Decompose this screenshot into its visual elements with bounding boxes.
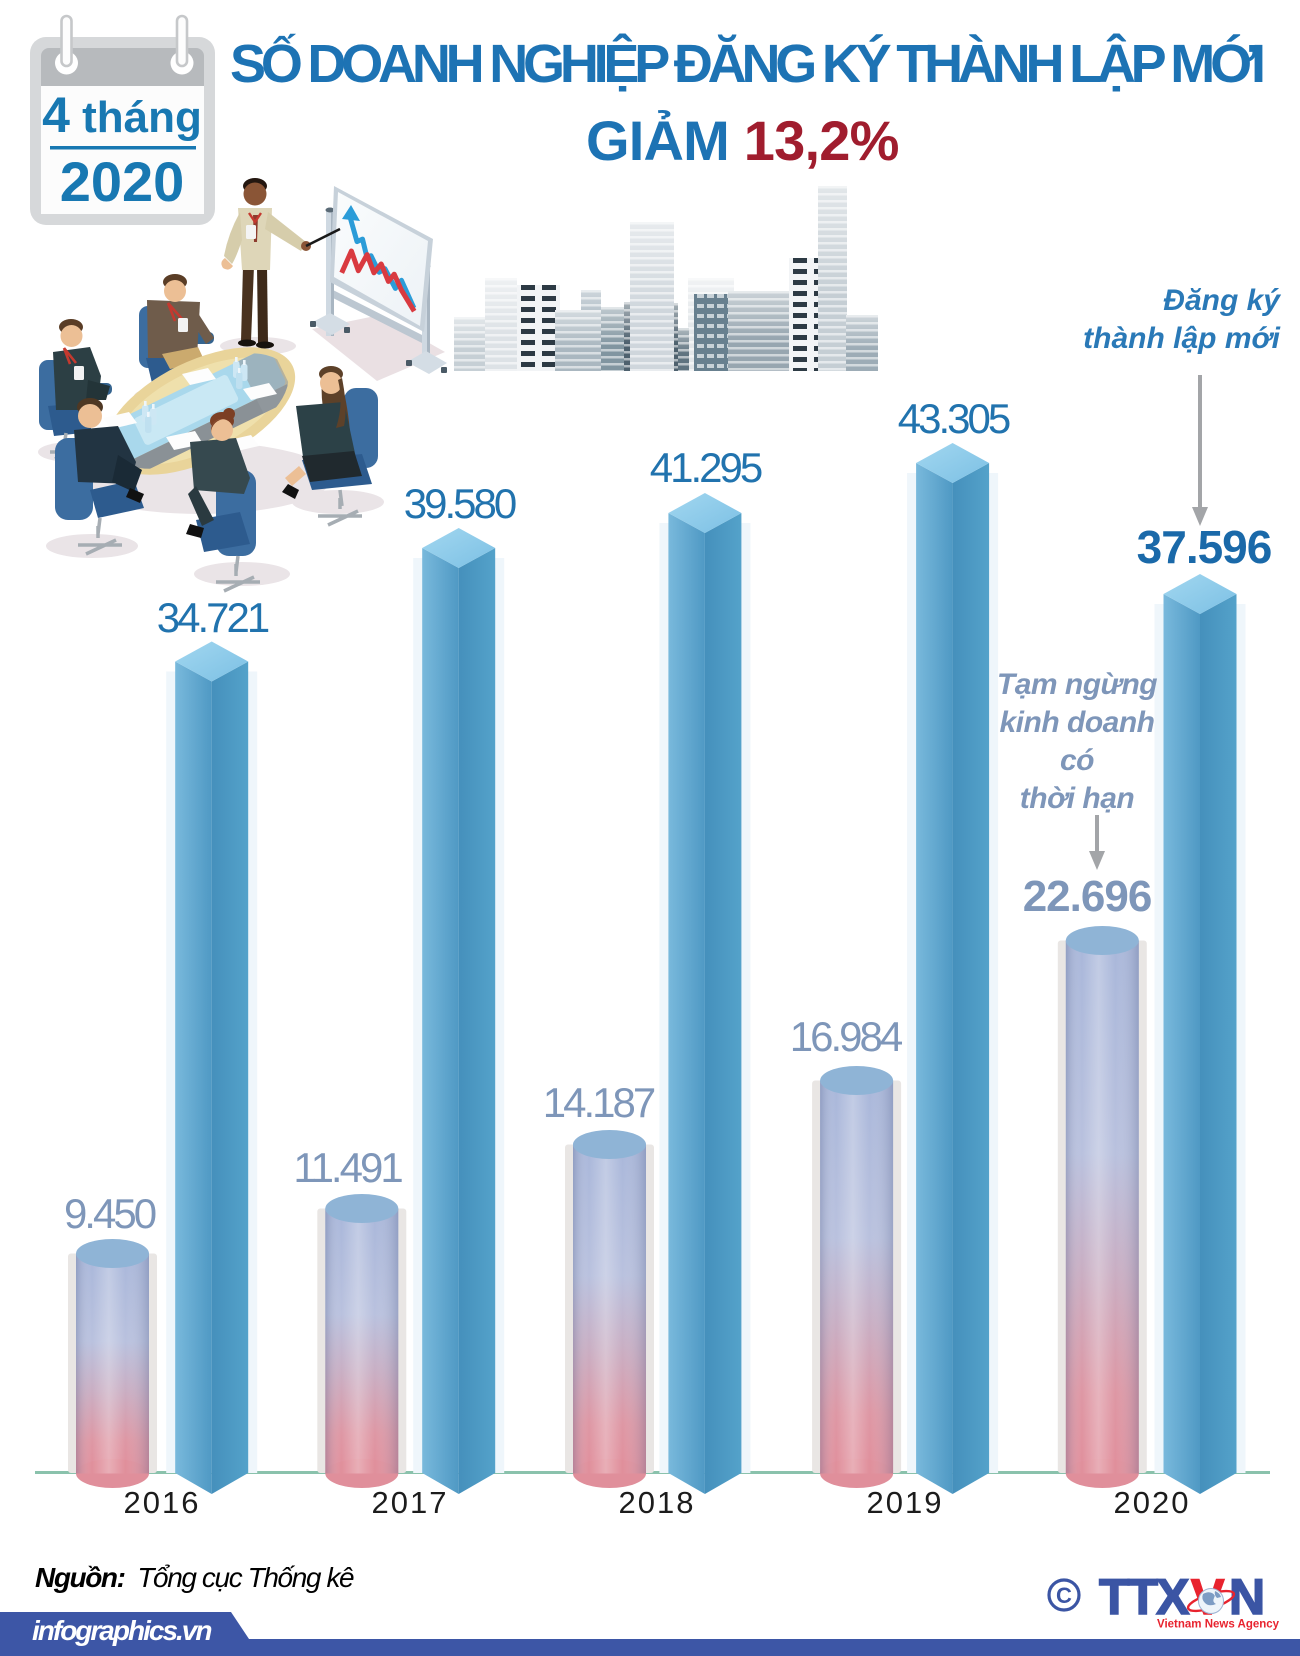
svg-text:4 tháng: 4 tháng [42, 87, 202, 143]
svg-text:2020: 2020 [60, 150, 185, 213]
svg-text:Vietnam News Agency: Vietnam News Agency [1157, 1619, 1280, 1631]
svg-text:C: C [1056, 1583, 1072, 1608]
svg-text:N: N [1229, 1569, 1265, 1625]
svg-text:TTX: TTX [1099, 1569, 1189, 1625]
